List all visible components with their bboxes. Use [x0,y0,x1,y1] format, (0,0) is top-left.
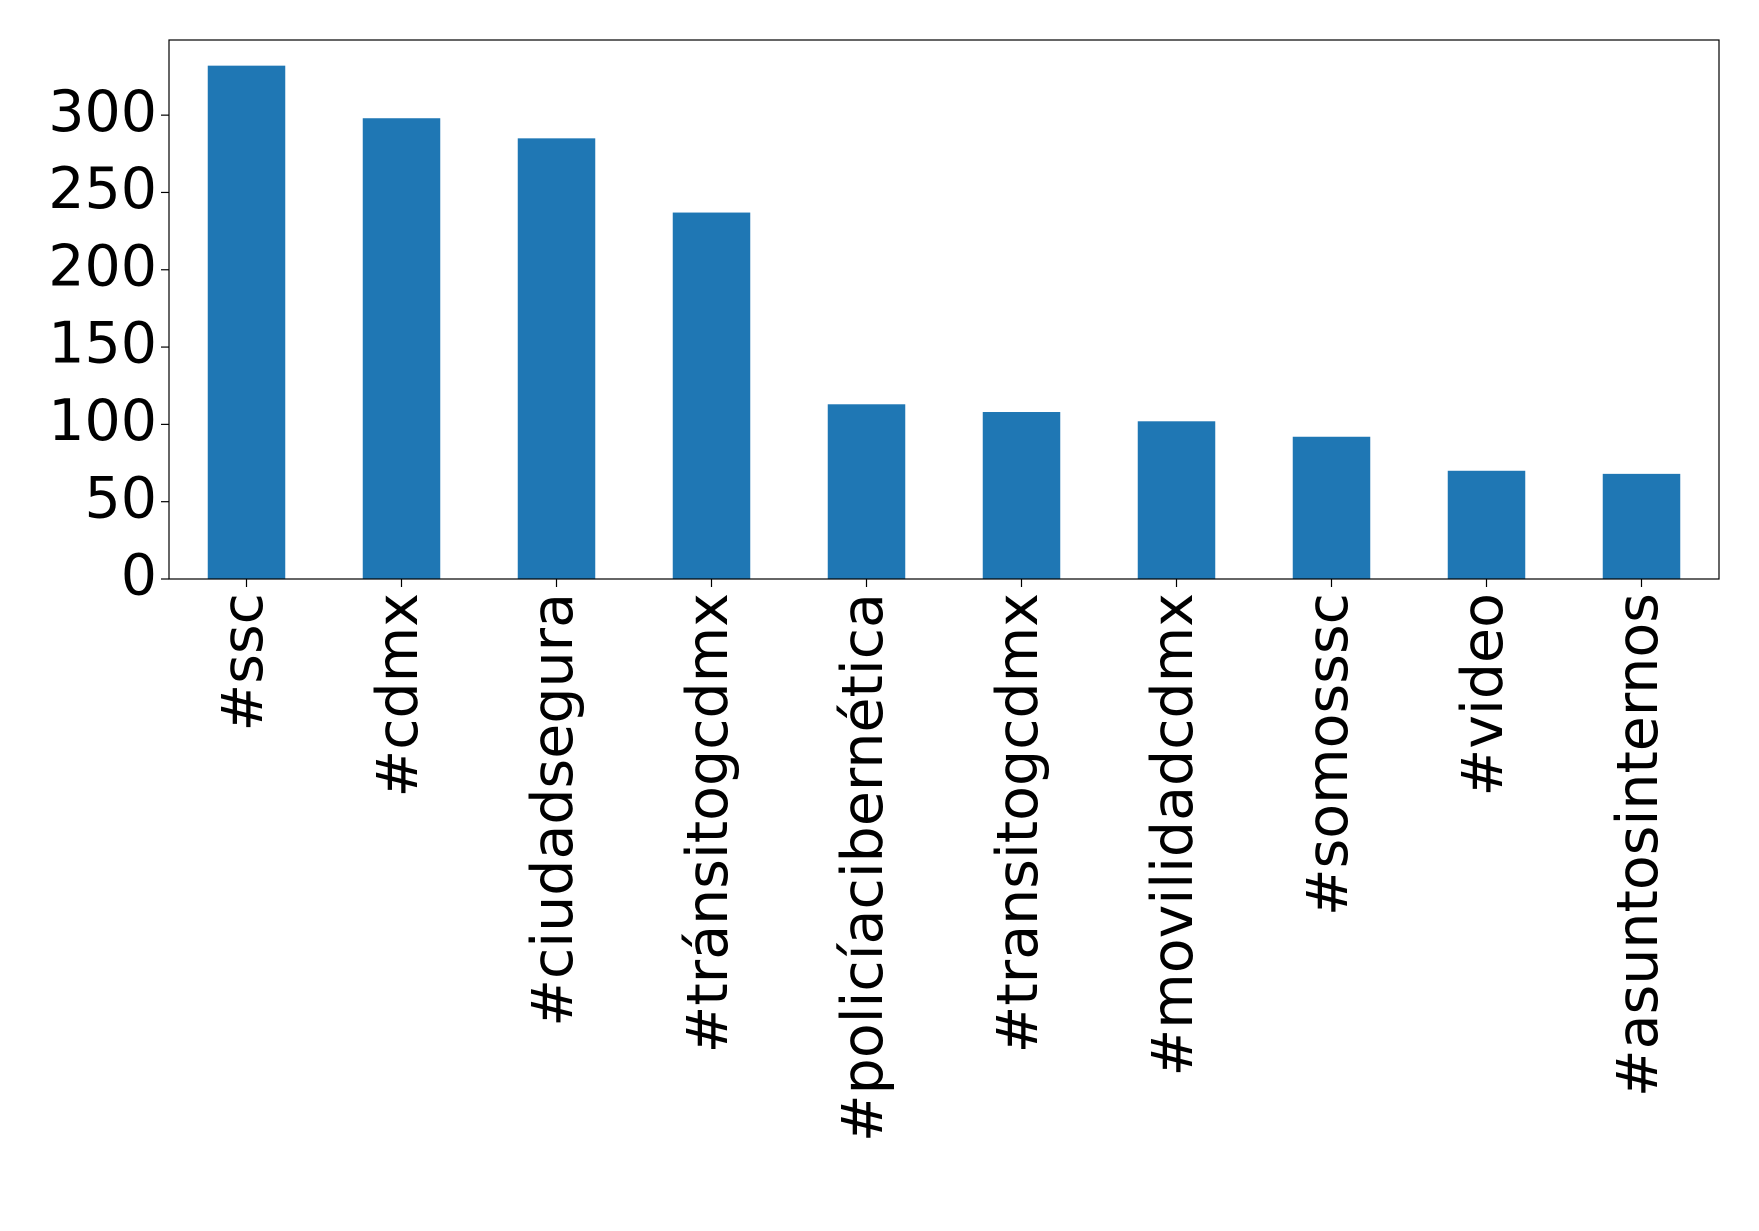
bar [1292,436,1371,579]
x-tick-label: #movilidadcdmx [1140,593,1206,1076]
bar [1602,473,1681,579]
plot-frame [168,39,1720,580]
bar [1447,470,1526,579]
x-tick-label: #somosssc [1295,593,1361,916]
bar [207,65,286,579]
y-tick-label: 200 [48,233,157,299]
y-tick-label: 300 [48,79,157,145]
x-tick-label: #transitogcdmx [985,593,1051,1053]
bar [982,412,1061,579]
y-tick-label: 0 [121,543,157,609]
x-tick-label: #video [1450,593,1516,796]
y-tick-label: 150 [48,311,157,377]
bar [827,404,906,579]
y-tick-label: 250 [48,156,157,222]
y-tick-label: 100 [48,388,157,454]
x-tick-label: #ciudadsegura [520,593,586,1027]
bar [672,212,751,580]
x-tick-label: #asuntosinternos [1605,593,1671,1097]
x-tick-label: #ssc [210,593,276,732]
x-tick-label: #policíacibernética [830,593,896,1142]
bar [362,118,441,580]
bar [1137,421,1216,579]
y-tick-label: 50 [84,465,157,531]
x-tick-label: #tránsitogcdmx [675,593,741,1053]
bar [517,138,596,580]
x-tick-label: #cdmx [365,593,431,798]
